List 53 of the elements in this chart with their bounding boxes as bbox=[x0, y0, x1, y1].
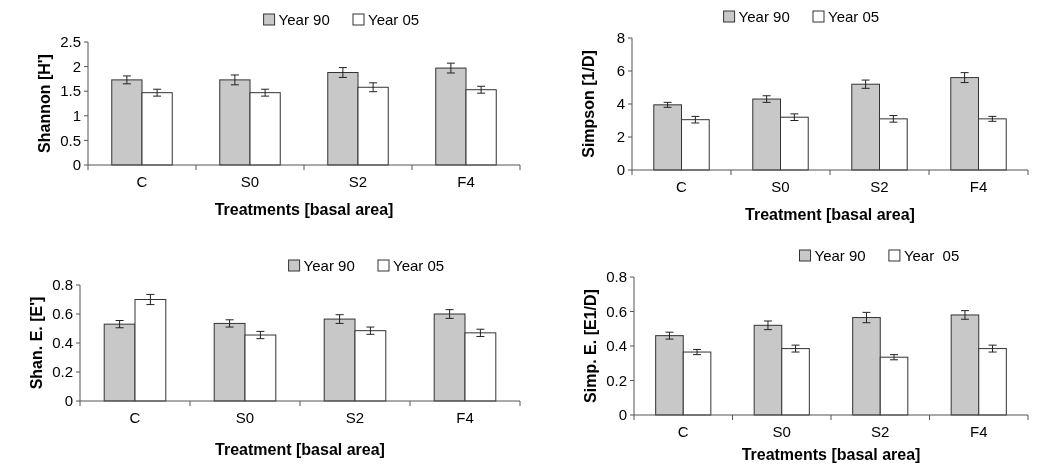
y-tick-label: 2 bbox=[616, 128, 625, 146]
y-tick-label: 0 bbox=[64, 392, 73, 410]
y-axis-title: Simp. E. [E1/D] bbox=[582, 289, 599, 403]
x-tick-label: S2 bbox=[870, 178, 889, 195]
y-tick-label: 0.4 bbox=[52, 334, 73, 352]
x-tick-label: C bbox=[136, 173, 148, 190]
legend-label: Year 90 bbox=[303, 257, 355, 274]
y-tick-label: 0.6 bbox=[606, 302, 627, 320]
x-axis-title: Treatments [basal area] bbox=[741, 446, 921, 463]
y-tick-label: 1.5 bbox=[60, 82, 81, 100]
y-tick-label: 1 bbox=[72, 107, 81, 125]
y-tick-label: 0.5 bbox=[60, 131, 81, 149]
legend-label: Year 90 bbox=[814, 247, 866, 264]
y-axis-title: Shan. E. [E'] bbox=[28, 296, 45, 390]
y-tick-label: 0.2 bbox=[52, 363, 73, 381]
legend-label: Year 05 bbox=[393, 257, 445, 274]
y-tick-label: 0.4 bbox=[606, 337, 627, 355]
y-tick-label: 2 bbox=[72, 57, 81, 75]
x-tick-label: S0 bbox=[240, 173, 260, 190]
y-axis-title: Shannon [H'] bbox=[36, 54, 53, 153]
y-tick-label: 0.8 bbox=[52, 276, 73, 294]
y-tick-label: 8 bbox=[616, 29, 625, 47]
x-tick-label: C bbox=[677, 423, 689, 440]
y-tick-label: 0.8 bbox=[606, 268, 627, 286]
legend-label: Year 90 bbox=[738, 8, 790, 25]
x-tick-label: F4 bbox=[456, 409, 474, 426]
y-tick-label: 0.2 bbox=[606, 371, 627, 389]
x-tick-label: C bbox=[129, 409, 141, 426]
y-tick-label: 4 bbox=[616, 95, 625, 113]
x-tick-label: S0 bbox=[235, 409, 255, 426]
x-tick-label: F4 bbox=[969, 423, 988, 440]
y-tick-label: 0 bbox=[616, 161, 625, 179]
x-tick-label: S2 bbox=[871, 423, 890, 440]
x-tick-label: S2 bbox=[345, 409, 365, 426]
y-tick-label: 0 bbox=[72, 156, 81, 174]
x-tick-label: S2 bbox=[348, 173, 368, 190]
x-tick-label: S0 bbox=[772, 423, 791, 440]
y-tick-label: 2.5 bbox=[60, 33, 81, 51]
legend-label: Year 05 bbox=[368, 11, 420, 28]
legend-label: Year 05 bbox=[828, 8, 880, 25]
legend-label: Year 05 bbox=[903, 247, 960, 264]
x-tick-label: F4 bbox=[969, 178, 988, 195]
y-tick-label: 0 bbox=[618, 406, 627, 424]
x-axis-title: Treatment [basal area] bbox=[745, 206, 915, 223]
x-tick-label: F4 bbox=[457, 173, 475, 190]
legend-label: Year 90 bbox=[278, 11, 330, 28]
y-tick-label: 6 bbox=[616, 62, 625, 80]
x-axis-title: Treatment [basal area] bbox=[215, 441, 385, 458]
x-axis-title: Treatments [basal area] bbox=[214, 201, 394, 218]
x-tick-label: S0 bbox=[771, 178, 790, 195]
y-tick-label: 0.6 bbox=[52, 305, 73, 323]
x-tick-label: C bbox=[676, 178, 688, 195]
y-axis-title: Simpson [1/D] bbox=[580, 50, 597, 158]
